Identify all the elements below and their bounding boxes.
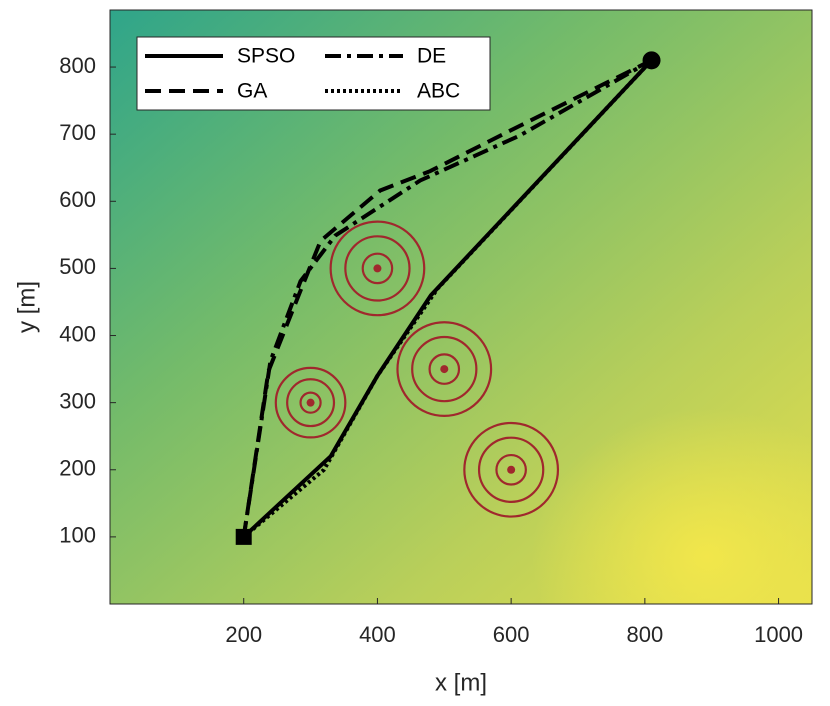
obstacle-ring <box>396 321 493 417</box>
obstacle-ring <box>463 421 560 518</box>
legend: SPSO DE GA ABC <box>136 36 491 111</box>
y-tick-label: 300 <box>59 388 96 413</box>
y-tick-label: 100 <box>59 523 96 548</box>
y-tick-label: 700 <box>59 120 96 145</box>
y-axis-label: y [m] <box>13 281 40 333</box>
x-tick-label: 400 <box>359 622 396 647</box>
start-marker <box>235 528 252 545</box>
x-tick-label: 200 <box>225 622 262 647</box>
legend-label: GA <box>237 80 267 103</box>
obstacle-center <box>373 264 382 273</box>
obstacle-center <box>306 398 315 407</box>
legend-label: SPSO <box>237 45 295 68</box>
legend-label: ABC <box>417 80 460 103</box>
obstacle-ring <box>411 335 478 403</box>
y-tick-label: 200 <box>59 456 96 481</box>
y-tick-label: 400 <box>59 321 96 346</box>
obstacle-ring <box>477 436 545 503</box>
obstacle-ring <box>428 353 461 385</box>
path-line <box>242 58 654 539</box>
y-tick-label: 800 <box>59 53 96 78</box>
obstacle-ring <box>361 252 394 285</box>
obstacle-ring <box>495 453 527 486</box>
legend-box <box>136 36 491 111</box>
obstacle-center <box>440 365 449 374</box>
path-line <box>241 58 653 538</box>
obstacle-ring <box>329 220 426 317</box>
obstacle-ring <box>344 235 411 302</box>
x-tick-label: 600 <box>493 622 530 647</box>
obstacle-center <box>507 465 516 474</box>
x-axis-label: x [m] <box>435 669 487 696</box>
obstacle-ring <box>286 378 336 428</box>
legend-label: DE <box>417 45 446 68</box>
plot-frame <box>109 9 813 605</box>
goal-marker <box>642 51 661 70</box>
x-tick-label: 1000 <box>754 622 803 647</box>
x-tick-label: 800 <box>626 622 663 647</box>
obstacle-ring <box>299 391 322 414</box>
path-line <box>241 58 653 538</box>
obstacle-ring <box>274 366 347 439</box>
y-tick-label: 500 <box>59 254 96 279</box>
y-tick-label: 600 <box>59 187 96 212</box>
